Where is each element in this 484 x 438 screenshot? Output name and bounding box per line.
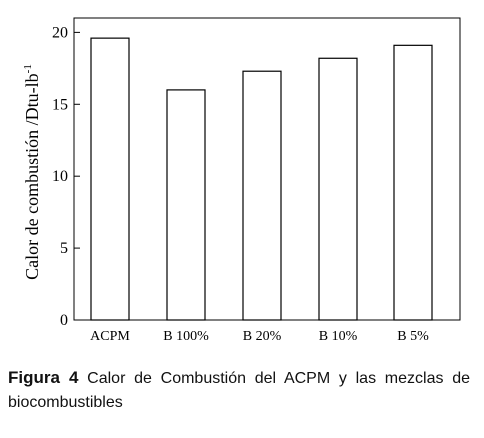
x-tick-label: B 20% bbox=[243, 329, 282, 344]
figure-caption-text: Calor de Combustión del ACPM y las mezcl… bbox=[8, 370, 471, 411]
y-tick-label: 5 bbox=[60, 240, 68, 257]
bars-group bbox=[90, 37, 433, 321]
plot-frame bbox=[73, 17, 461, 321]
x-axis: ACPM B 100% B 20% B 10% B 5% bbox=[90, 329, 429, 344]
x-tick-label: ACPM bbox=[90, 329, 130, 344]
bar-b-10- bbox=[318, 57, 358, 321]
bar-b-5- bbox=[393, 44, 433, 321]
y-tick-label: 10 bbox=[52, 168, 68, 185]
figure-label: Figura 4 bbox=[8, 368, 79, 387]
y-tick-label: 20 bbox=[52, 24, 68, 41]
bar-chart: 0 5 10 15 20 ACPM B 100% B 20% B 10% B 5% Calor … bbox=[22, 17, 461, 344]
bar-b-20- bbox=[242, 70, 282, 321]
y-tick-label: 15 bbox=[52, 96, 68, 113]
x-tick-label: B 100% bbox=[163, 329, 209, 344]
y-axis-title-superscript: -1 bbox=[22, 64, 34, 73]
x-tick-label: B 5% bbox=[397, 329, 429, 344]
bar-acpm bbox=[90, 37, 130, 321]
y-axis-title: Calor de combustión /Dtu-lb-1 bbox=[22, 64, 42, 280]
y-axis-title-main: Calor de combustión /Dtu-lb bbox=[22, 73, 42, 279]
y-tick-label: 0 bbox=[60, 312, 68, 329]
figure-caption: Figura 4 Calor de Combustión del ACPM y … bbox=[8, 366, 470, 415]
y-axis: 0 5 10 15 20 bbox=[52, 24, 80, 329]
bar-b-100- bbox=[166, 89, 206, 321]
x-tick-label: B 10% bbox=[319, 329, 358, 344]
